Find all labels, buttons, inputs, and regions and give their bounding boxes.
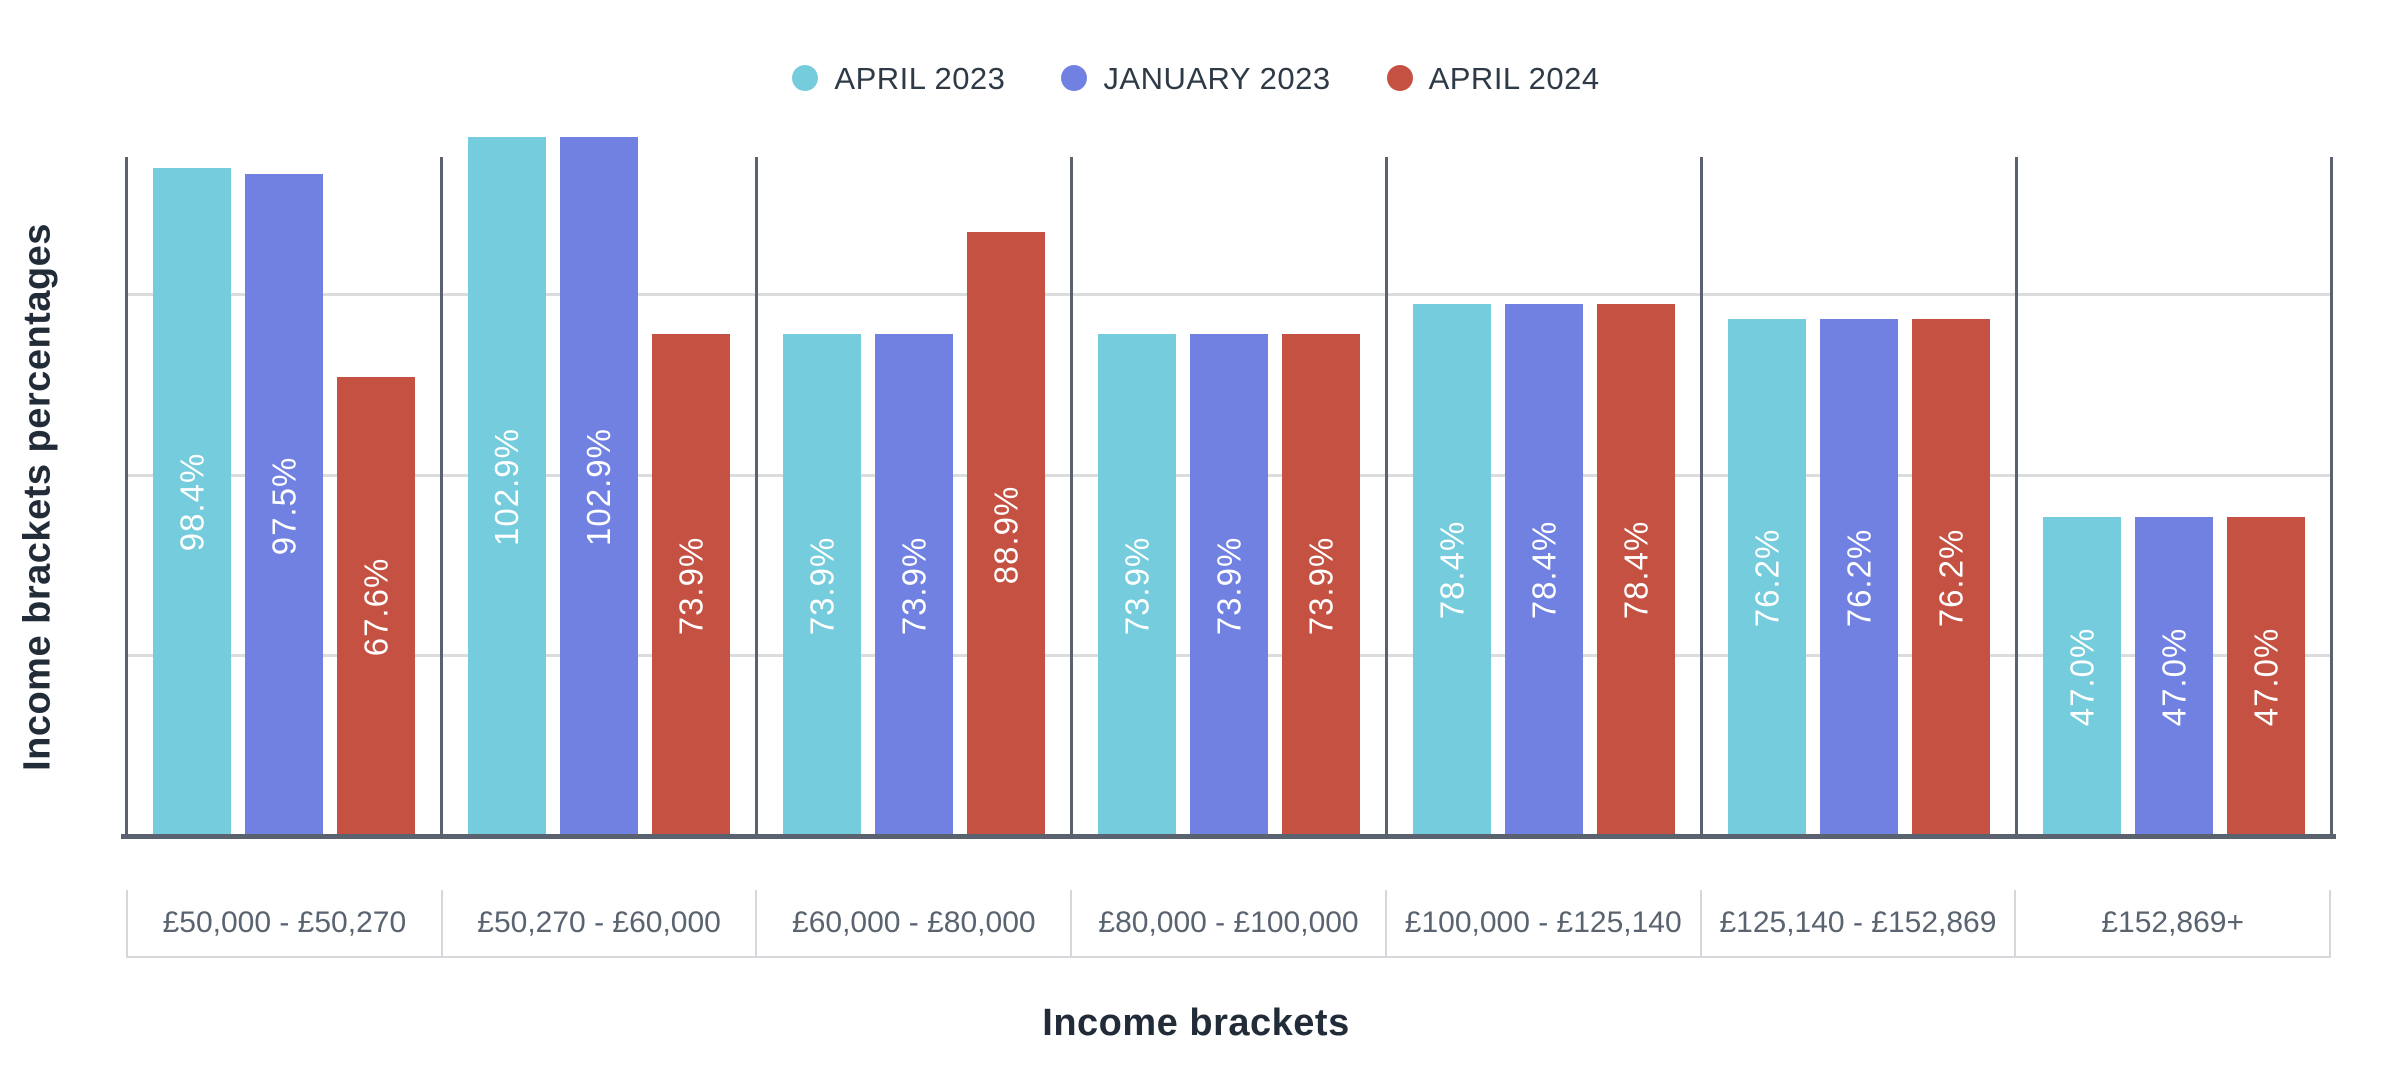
bar-value-label: 67.6% <box>357 557 395 657</box>
bar-value-label: 47.0% <box>2155 627 2193 727</box>
bar: 73.9% <box>1098 334 1176 837</box>
bar: 78.4% <box>1505 303 1583 837</box>
bar: 102.9% <box>560 137 638 837</box>
plot-area: 98.4% 97.5% 67.6% 102.9% 102.9% 73.9% 73.9% 73.… <box>124 137 2333 837</box>
bar-value-label: 97.5% <box>265 456 303 555</box>
group-separator-line <box>2014 157 2018 837</box>
bar: 102.9% <box>468 137 546 837</box>
bar: 88.9% <box>967 232 1045 837</box>
bar-value-label: 73.9% <box>1118 536 1156 636</box>
bar: 73.9% <box>1190 334 1268 837</box>
bar: 98.4% <box>153 167 231 837</box>
bar: 47.0% <box>2043 517 2121 837</box>
bar: 73.9% <box>875 334 953 837</box>
bar-value-label: 76.2% <box>1748 528 1786 628</box>
bar-value-label: 98.4% <box>173 453 211 552</box>
legend-dot-icon <box>1061 65 1088 91</box>
x-axis-label-cell: £50,000 - £50,270 <box>126 890 443 956</box>
x-axis-label-cell: £60,000 - £80,000 <box>757 890 1073 956</box>
legend-item: JANUARY 2023 <box>1061 63 1330 94</box>
bar-group: 78.4% 78.4% 78.4% <box>1386 157 1701 837</box>
legend-dot-icon <box>1386 65 1413 91</box>
bar-value-label: 76.2% <box>1840 528 1878 628</box>
group-separator-line <box>1384 157 1388 837</box>
group-separator-line <box>1069 157 1073 837</box>
bar: 76.2% <box>1912 318 1990 837</box>
bar-group: 98.4% 97.5% 67.6% <box>126 157 441 837</box>
bar-group: 76.2% 76.2% 76.2% <box>1701 157 2016 837</box>
legend: APRIL 2023 JANUARY 2023 APRIL 2024 <box>0 52 2392 104</box>
legend-dot-icon <box>792 65 819 91</box>
legend-label: APRIL 2024 <box>1428 60 1600 96</box>
bar-value-label: 78.4% <box>1433 521 1471 620</box>
legend-label: APRIL 2023 <box>834 60 1006 96</box>
x-axis-baseline <box>121 834 2336 839</box>
legend-item: APRIL 2023 <box>792 63 1005 94</box>
bar-value-label: 47.0% <box>2063 627 2101 727</box>
x-axis-label-cell: £152,869+ <box>2016 890 2332 956</box>
bar: 76.2% <box>1728 318 1806 837</box>
bar-value-label: 47.0% <box>2247 627 2285 727</box>
group-separator-line <box>2329 157 2333 837</box>
bar-value-label: 73.9% <box>895 536 933 636</box>
bar-value-label: 102.9% <box>580 428 617 547</box>
x-axis-label-cell: £80,000 - £100,000 <box>1072 890 1387 956</box>
y-axis-title: Income brackets percentages <box>16 223 59 771</box>
x-axis-label-cell: £50,270 - £60,000 <box>443 890 758 956</box>
x-axis-label-cell: £125,140 - £152,869 <box>1702 890 2017 956</box>
x-axis-label-cell: £100,000 - £125,140 <box>1387 890 1702 956</box>
legend-label: JANUARY 2023 <box>1103 60 1331 96</box>
bar-group: 102.9% 102.9% 73.9% <box>441 137 756 837</box>
bar-value-label: 78.4% <box>1525 521 1563 620</box>
bar-value-label: 88.9% <box>987 485 1025 585</box>
gridline <box>126 293 2331 297</box>
bar-value-label: 73.9% <box>1302 536 1340 636</box>
bar: 97.5% <box>245 174 323 837</box>
bar-value-label: 73.9% <box>672 536 710 636</box>
bar-value-label: 73.9% <box>1210 536 1248 636</box>
group-separator-line <box>439 157 443 837</box>
bar-group: 47.0% 47.0% 47.0% <box>2016 157 2331 837</box>
bar-value-label: 102.9% <box>488 428 525 547</box>
x-axis-label-row: £50,000 - £50,270 £50,270 - £60,000 £60,00… <box>126 890 2332 958</box>
bar-value-label: 73.9% <box>803 536 841 636</box>
legend-item: APRIL 2024 <box>1386 60 1600 96</box>
bar: 73.9% <box>1282 334 1360 837</box>
group-separator-line <box>754 157 758 837</box>
bar: 78.4% <box>1597 303 1675 837</box>
bar: 67.6% <box>337 377 415 837</box>
bar-value-label: 76.2% <box>1932 528 1970 628</box>
group-separator-line <box>1699 157 1703 837</box>
y-axis-line <box>124 157 128 837</box>
bar: 47.0% <box>2227 517 2305 837</box>
bar-group: 73.9% 73.9% 73.9% <box>1071 157 1386 837</box>
bar: 76.2% <box>1820 318 1898 837</box>
bar: 47.0% <box>2135 517 2213 837</box>
bar: 73.9% <box>652 334 730 837</box>
bar-group: 73.9% 73.9% 88.9% <box>756 157 1071 837</box>
bar-value-label: 78.4% <box>1617 521 1655 620</box>
bar: 78.4% <box>1413 303 1491 837</box>
x-axis-title: Income brackets <box>1042 1002 1350 1044</box>
bar: 73.9% <box>783 334 861 837</box>
